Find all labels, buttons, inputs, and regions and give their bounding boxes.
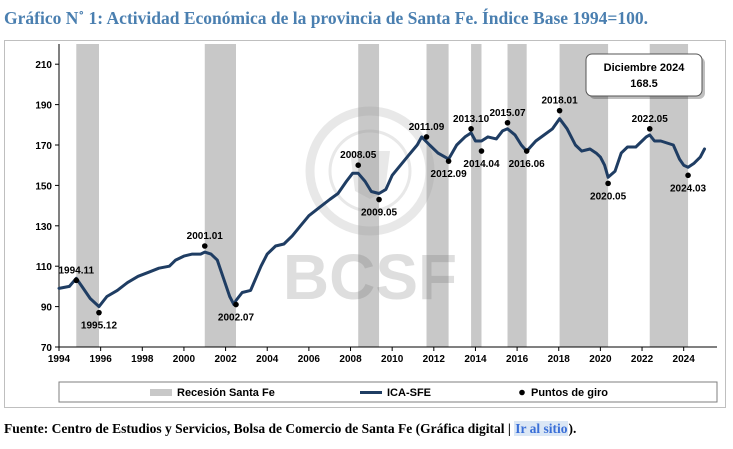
turning-point bbox=[478, 148, 485, 154]
chart-svg: BCSF 70 90 110 130 150 170 190 210 1994 1996 1998 20… bbox=[35, 44, 718, 403]
turning-point-label: 2014.04 bbox=[463, 159, 500, 170]
legend-swatch-point bbox=[519, 389, 525, 396]
turning-point bbox=[233, 301, 239, 308]
chart-frame: BCSF 70 90 110 130 150 170 190 210 1994 1996 1998 20… bbox=[4, 40, 726, 408]
turning-point-label: 2016.06 bbox=[509, 159, 546, 170]
turning-point-label: 2012.09 bbox=[431, 169, 468, 180]
turning-point bbox=[423, 134, 430, 140]
series-line-ica-sfe bbox=[57, 117, 706, 309]
source-note: Fuente: Centro de Estudios y Servicios, … bbox=[4, 421, 576, 437]
source-suffix: ). bbox=[568, 421, 577, 436]
annotation-label: Diciembre 2024 bbox=[604, 62, 686, 74]
turning-point-label: 2008.05 bbox=[340, 150, 377, 161]
chart-title: Gráfico N˚ 1: Actividad Económica de la … bbox=[4, 8, 649, 28]
turning-point bbox=[685, 172, 691, 179]
legend-label-series: ICA-SFE bbox=[387, 387, 431, 399]
turning-point-label: 2020.05 bbox=[590, 191, 627, 202]
turning-point-label: 1995.12 bbox=[81, 321, 118, 332]
turning-point-label: 2009.05 bbox=[361, 208, 398, 219]
x-tick-label: 2018 bbox=[548, 354, 571, 365]
turning-point bbox=[445, 158, 452, 164]
turning-point-label: 2002.07 bbox=[218, 313, 255, 324]
y-tick-label: 110 bbox=[36, 262, 53, 273]
turning-point bbox=[355, 162, 362, 168]
x-tick-label: 2024 bbox=[673, 354, 696, 365]
recession-band bbox=[507, 44, 527, 347]
y-tick-label: 130 bbox=[35, 222, 52, 233]
recession-band bbox=[76, 44, 99, 347]
annotation-box: Diciembre 2024 168.5 bbox=[585, 53, 705, 99]
turning-point-label: 2011.09 bbox=[409, 122, 445, 133]
turning-point-label: 1994.11 bbox=[58, 265, 94, 276]
recession-band bbox=[426, 44, 449, 347]
turning-point-label: 2015.07 bbox=[489, 108, 526, 119]
turning-point bbox=[201, 243, 208, 249]
watermark-text: BCSF bbox=[283, 241, 457, 313]
turning-point-label: 2001.01 bbox=[187, 231, 224, 242]
source-prefix: Fuente: Centro de Estudios y Servicios, … bbox=[4, 421, 515, 436]
x-tick-label: 2016 bbox=[506, 354, 529, 365]
turning-point bbox=[468, 126, 474, 132]
x-tick-label: 1996 bbox=[90, 354, 113, 365]
turning-point-label: 2018.01 bbox=[542, 96, 579, 107]
turning-point bbox=[556, 107, 563, 114]
x-tick-label: 2014 bbox=[464, 354, 487, 365]
recession-band bbox=[471, 44, 482, 347]
turning-point bbox=[523, 148, 530, 154]
legend-label-points: Puntos de giro bbox=[531, 387, 608, 399]
watermark-shield-icon bbox=[350, 151, 390, 199]
turning-point-label: 2013.10 bbox=[453, 114, 490, 125]
x-tick-label: 2012 bbox=[423, 354, 446, 365]
x-tick-label: 1994 bbox=[48, 354, 71, 365]
x-tick-label: 2022 bbox=[631, 354, 654, 365]
watermark-seal-ring bbox=[305, 106, 435, 236]
turning-point bbox=[605, 180, 611, 187]
watermark-logo: BCSF bbox=[283, 106, 457, 313]
x-tick-label: 2000 bbox=[173, 354, 196, 365]
recession-band bbox=[358, 44, 380, 347]
turning-point-label: 2022.05 bbox=[632, 114, 669, 125]
annotation-value: 168.5 bbox=[630, 78, 658, 90]
turning-point bbox=[646, 126, 653, 132]
watermark-seal-inner bbox=[328, 129, 412, 213]
x-tick-label: 2020 bbox=[589, 354, 612, 365]
x-tick-label: 2006 bbox=[298, 354, 321, 365]
x-tick-label: 2004 bbox=[256, 354, 279, 365]
y-tick-label: 70 bbox=[41, 343, 53, 354]
legend-swatch-recession bbox=[150, 389, 172, 396]
y-tick-label: 210 bbox=[35, 60, 52, 71]
turning-point bbox=[504, 119, 511, 126]
site-link[interactable]: Ir al sitio bbox=[514, 421, 569, 436]
turning-point bbox=[96, 309, 102, 316]
x-tick-label: 2008 bbox=[339, 354, 362, 365]
x-tick-label: 2002 bbox=[214, 354, 237, 365]
y-tick-label: 190 bbox=[35, 101, 52, 112]
legend-label-recession: Recesión Santa Fe bbox=[177, 387, 275, 399]
legend: Recesión Santa Fe ICA-SFE Puntos de giro bbox=[58, 381, 718, 403]
legend-frame bbox=[58, 381, 718, 403]
turning-point-label: 2024.03 bbox=[670, 183, 707, 194]
turning-point bbox=[376, 196, 382, 203]
turning-point bbox=[73, 277, 80, 284]
y-tick-label: 170 bbox=[35, 141, 52, 152]
y-tick-label: 150 bbox=[35, 181, 52, 192]
y-tick-label: 90 bbox=[41, 303, 53, 314]
annotation-rect bbox=[585, 53, 703, 97]
x-tick-label: 2010 bbox=[381, 354, 404, 365]
x-tick-label: 1998 bbox=[131, 354, 154, 365]
